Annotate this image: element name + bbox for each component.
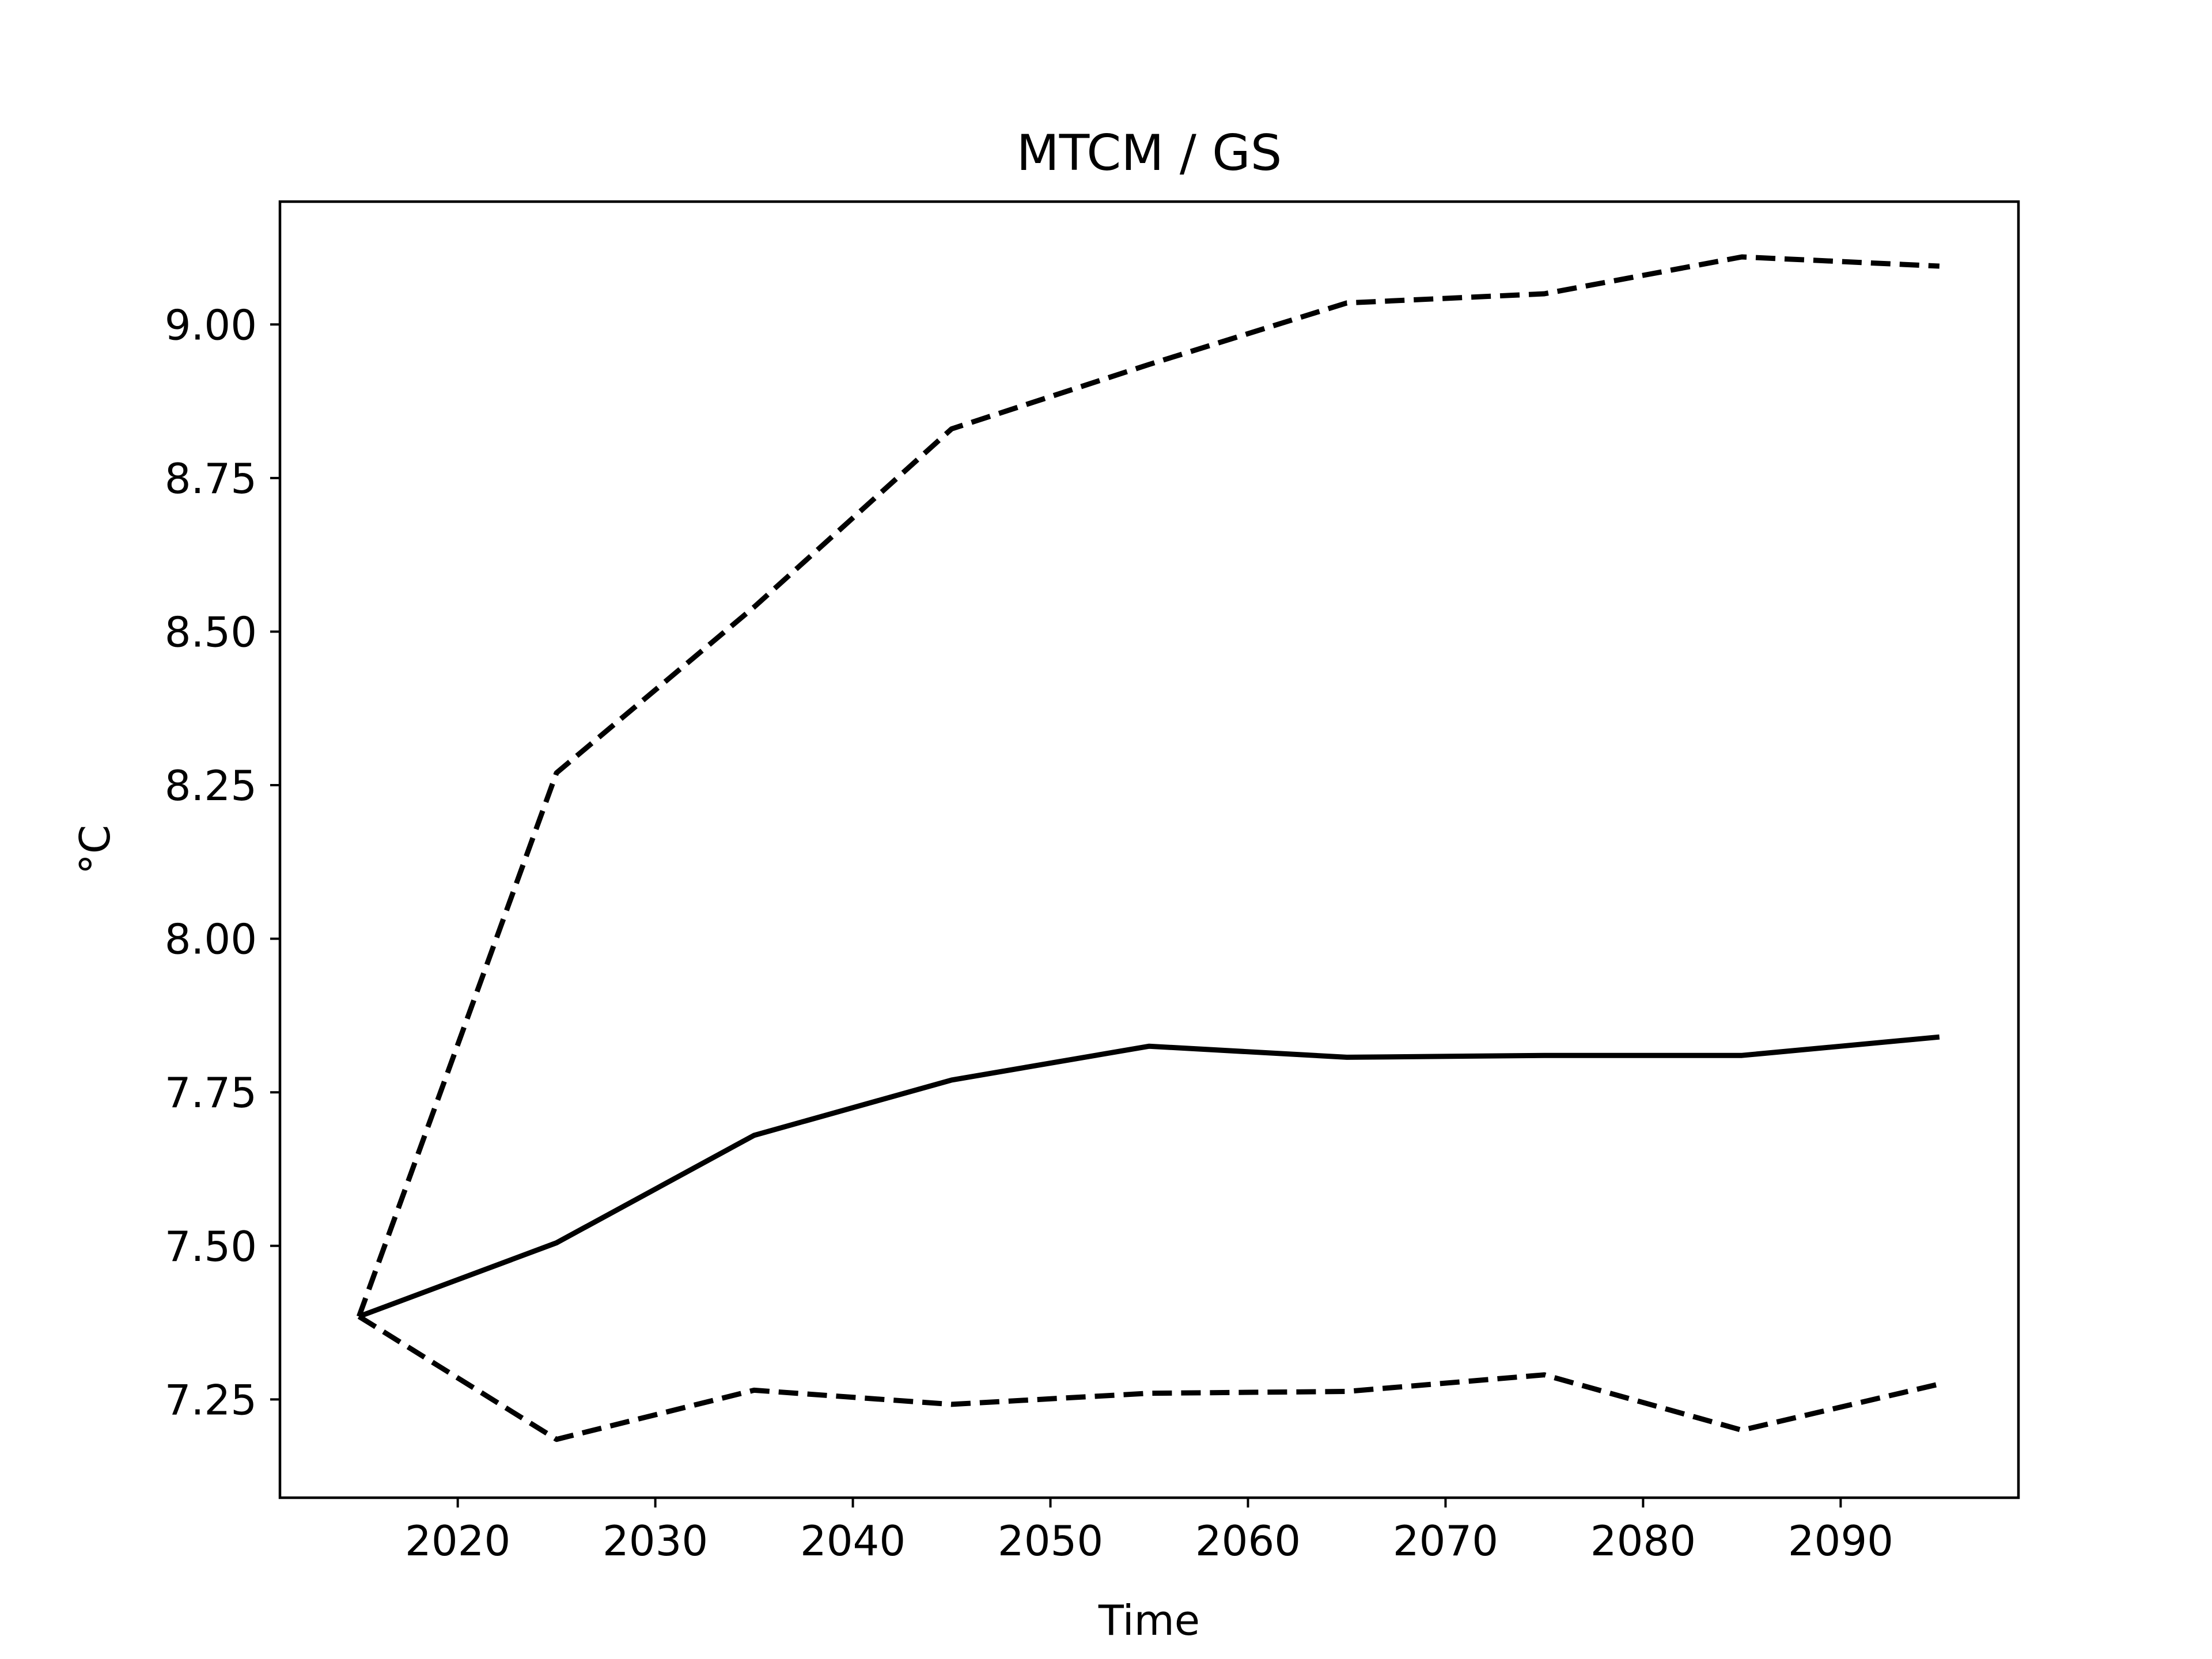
x-tick-label: 2040 <box>800 1517 906 1565</box>
x-tick-label: 2090 <box>1788 1517 1893 1565</box>
series-layer <box>356 254 1940 1442</box>
y-tick-label: 7.25 <box>165 1376 257 1424</box>
y-tick-label: 8.00 <box>165 915 257 964</box>
series-line-mean <box>358 1034 1940 1319</box>
series-line-lower <box>357 1314 1940 1442</box>
y-tick-label: 9.00 <box>165 301 257 349</box>
x-axis-label: Time <box>1098 1596 1200 1645</box>
x-tick-label: 2050 <box>998 1517 1103 1565</box>
chart-title: MTCM / GS <box>1017 124 1282 182</box>
x-tick-label: 2080 <box>1590 1517 1696 1565</box>
x-tick-label: 2060 <box>1195 1517 1301 1565</box>
x-tick-label: 2070 <box>1393 1517 1498 1565</box>
y-tick-label: 7.75 <box>165 1069 257 1117</box>
tick-layer: 2020 2030 2040 2050 2060 2070 2080 2090 7.25 7.50… <box>165 301 1893 1565</box>
y-axis-label: °C <box>71 825 119 874</box>
x-tick-label: 2030 <box>603 1517 708 1565</box>
series-line-upper <box>356 254 1940 1317</box>
y-tick-label: 8.50 <box>165 608 257 656</box>
y-tick-label: 8.75 <box>165 454 257 503</box>
x-tick-label: 2020 <box>405 1517 510 1565</box>
y-tick-label: 8.25 <box>165 762 257 810</box>
y-tick-label: 7.50 <box>165 1222 257 1271</box>
plot-frame <box>278 200 2020 1499</box>
